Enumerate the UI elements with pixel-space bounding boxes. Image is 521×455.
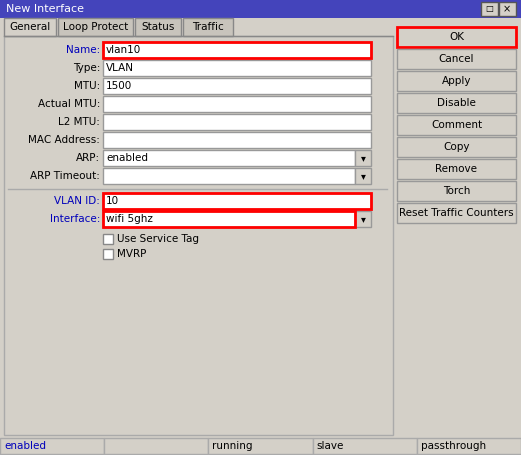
- Text: Copy: Copy: [443, 142, 470, 152]
- Bar: [355, 150, 371, 166]
- Bar: [103, 249, 113, 259]
- Text: OK: OK: [449, 32, 464, 42]
- Bar: [355, 211, 371, 227]
- Text: New Interface: New Interface: [6, 4, 84, 14]
- Bar: [103, 211, 355, 227]
- Text: VLAN: VLAN: [106, 63, 134, 73]
- Text: passthrough: passthrough: [421, 441, 486, 451]
- Bar: [58, 18, 133, 36]
- Text: enabled: enabled: [106, 153, 148, 163]
- Bar: [4, 18, 56, 36]
- Bar: [481, 2, 498, 16]
- Text: ▾: ▾: [361, 171, 365, 181]
- Bar: [103, 114, 371, 130]
- Bar: [183, 18, 233, 36]
- Bar: [397, 49, 516, 69]
- Bar: [103, 193, 371, 209]
- Bar: [4, 36, 393, 435]
- Bar: [208, 438, 313, 454]
- Text: ARP:: ARP:: [76, 153, 100, 163]
- Text: Apply: Apply: [442, 76, 472, 86]
- Bar: [103, 193, 371, 209]
- Text: ARP Timeout:: ARP Timeout:: [30, 171, 100, 181]
- Bar: [397, 137, 516, 157]
- Text: Use Service Tag: Use Service Tag: [117, 234, 199, 244]
- Text: Name:: Name:: [66, 45, 100, 55]
- Text: 1500: 1500: [106, 81, 132, 91]
- Bar: [0, 0, 521, 18]
- Bar: [103, 132, 371, 148]
- Text: running: running: [213, 441, 253, 451]
- Bar: [397, 159, 516, 179]
- Text: VLAN ID:: VLAN ID:: [54, 196, 100, 206]
- Bar: [417, 438, 521, 454]
- Text: Remove: Remove: [436, 164, 478, 174]
- Bar: [103, 96, 371, 112]
- Bar: [499, 2, 516, 16]
- Text: Interface:: Interface:: [49, 214, 100, 224]
- Bar: [397, 71, 516, 91]
- Text: General: General: [9, 22, 51, 32]
- Text: MAC Address:: MAC Address:: [28, 135, 100, 145]
- Bar: [103, 60, 371, 76]
- Bar: [397, 203, 516, 223]
- Bar: [0, 438, 104, 454]
- Text: Actual MTU:: Actual MTU:: [38, 99, 100, 109]
- Bar: [355, 168, 371, 184]
- Bar: [103, 234, 113, 244]
- Text: Torch: Torch: [443, 186, 470, 196]
- Text: ▾: ▾: [361, 214, 365, 224]
- Bar: [397, 93, 516, 113]
- Text: Cancel: Cancel: [439, 54, 474, 64]
- Text: Disable: Disable: [437, 98, 476, 108]
- Text: enabled: enabled: [4, 441, 46, 451]
- Bar: [103, 150, 355, 166]
- Text: 10: 10: [106, 196, 119, 206]
- Bar: [313, 438, 417, 454]
- Bar: [135, 18, 181, 36]
- Text: ×: ×: [503, 4, 511, 14]
- Bar: [103, 78, 371, 94]
- Text: MTU:: MTU:: [74, 81, 100, 91]
- Bar: [103, 168, 355, 184]
- Bar: [103, 42, 371, 58]
- Bar: [103, 42, 371, 58]
- Text: slave: slave: [317, 441, 344, 451]
- Bar: [103, 211, 355, 227]
- Text: Reset Traffic Counters: Reset Traffic Counters: [399, 208, 514, 218]
- Text: L2 MTU:: L2 MTU:: [58, 117, 100, 127]
- Text: Comment: Comment: [431, 120, 482, 130]
- Text: ▾: ▾: [361, 153, 365, 163]
- Text: vlan10: vlan10: [106, 45, 141, 55]
- Bar: [104, 438, 208, 454]
- Bar: [397, 115, 516, 135]
- Text: MVRP: MVRP: [117, 249, 146, 259]
- Bar: [397, 27, 516, 47]
- Text: wifi 5ghz: wifi 5ghz: [106, 214, 153, 224]
- Bar: [397, 181, 516, 201]
- Text: Loop Protect: Loop Protect: [63, 22, 128, 32]
- Text: Type:: Type:: [72, 63, 100, 73]
- Text: Traffic: Traffic: [192, 22, 224, 32]
- Text: □: □: [485, 5, 493, 14]
- Text: Status: Status: [141, 22, 175, 32]
